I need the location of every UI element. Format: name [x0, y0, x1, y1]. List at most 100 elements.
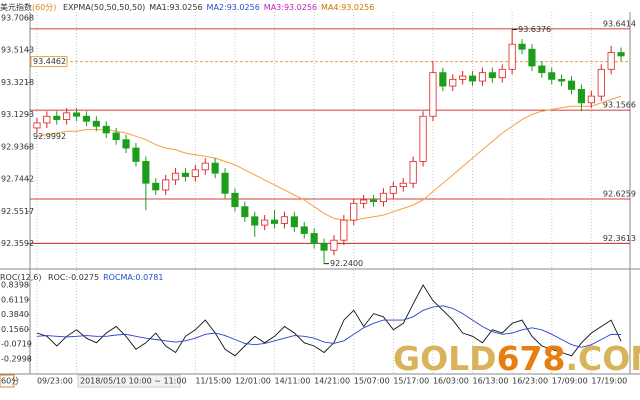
roc-line — [36, 284, 622, 357]
candle-body — [171, 172, 180, 181]
candle-body — [617, 52, 625, 57]
y-tick-label: 93.3218 — [1, 78, 34, 87]
x-tick-label: 16/13:00 — [473, 377, 509, 386]
candle-body — [508, 43, 516, 70]
candle-body — [112, 132, 120, 141]
candle-body — [270, 219, 279, 224]
candle-body — [251, 216, 259, 226]
y-tick-label: 0.3840 — [1, 310, 29, 319]
candle-body — [449, 78, 457, 87]
chart-header: 美元指数(60分) EXPMA(50,50,50,50) MA1:93.0256 M… — [0, 2, 374, 12]
candle-body — [548, 72, 556, 80]
candle-body — [63, 112, 71, 120]
candle-body — [459, 75, 467, 80]
low-annotation: 92.2400 — [330, 259, 363, 268]
candle-body — [300, 226, 308, 234]
candle-body — [330, 239, 338, 251]
candle-body — [231, 192, 239, 208]
roc-title: ROC(12,6) — [0, 273, 42, 282]
period-tag: 60分 — [1, 377, 19, 386]
candle-body — [399, 182, 407, 187]
roc-line — [36, 305, 622, 348]
watermark-part: .COM — [565, 339, 640, 378]
candle-body — [587, 95, 595, 104]
candle-body — [162, 179, 170, 191]
y-tick-label: 92.5517 — [1, 207, 34, 216]
current-price-box — [30, 56, 68, 68]
indicator: EXPMA(50,50,50,50) — [63, 3, 145, 12]
candle-body — [389, 186, 397, 194]
candle-body — [538, 65, 546, 74]
candle-body — [43, 115, 51, 124]
candle-body — [280, 216, 289, 224]
level-label: 93.1566 — [603, 101, 636, 110]
roc-readout: ROC:-0.0275 — [48, 273, 99, 282]
watermark: GOLD678.COM — [393, 339, 640, 378]
candle-body — [528, 48, 536, 67]
candle-body — [152, 182, 160, 191]
candle-body — [122, 139, 130, 149]
period: (60分) — [32, 3, 56, 12]
level-label: 93.6414 — [603, 19, 636, 28]
candle-body — [478, 72, 487, 82]
ema-start-label: 92.9992 — [33, 132, 66, 141]
candle-body — [241, 206, 249, 218]
y-tick-label: 0.6119 — [1, 295, 29, 304]
watermark-text: GOLD678.COM — [393, 339, 640, 378]
candle-body — [102, 125, 110, 134]
indicator: MA3:93.0256 — [264, 3, 317, 12]
candle-body — [310, 233, 318, 244]
indicator: MA4:93.0256 — [321, 3, 374, 12]
candle-body — [142, 161, 150, 184]
candle-body — [350, 202, 358, 221]
x-tick-label: 11/15:00 — [195, 377, 231, 386]
candle-body — [429, 72, 437, 117]
x-tick-label: 17/19:00 — [591, 377, 627, 386]
indicator: MA2:93.0256 — [207, 3, 260, 12]
candle-body — [132, 147, 140, 162]
candle-body — [498, 68, 506, 79]
candle-body — [221, 172, 229, 194]
watermark-part: 678 — [497, 339, 566, 378]
x-tick-label: 14/21:00 — [314, 377, 350, 386]
y-tick-label: -0.0719 — [1, 340, 32, 349]
candle-body — [211, 162, 219, 174]
candle-body — [72, 112, 81, 117]
candle-body — [567, 80, 576, 90]
candle-body — [607, 52, 615, 70]
indicator: MA1:93.0256 — [149, 3, 202, 12]
x-tick-label: 17/09:00 — [552, 377, 588, 386]
y-tick-label: 92.7442 — [1, 175, 34, 184]
ema-line — [36, 95, 622, 221]
candle-body — [439, 72, 447, 87]
x-tick-label: 15/07:00 — [354, 377, 390, 386]
candle-body — [518, 43, 526, 50]
candle-body — [191, 169, 199, 177]
cursor-box — [77, 374, 181, 388]
x-tick-label: 16/23:00 — [512, 377, 548, 386]
candle-body — [181, 172, 190, 177]
x-tick-label: 14/11:00 — [275, 377, 311, 386]
candle-body — [488, 72, 496, 79]
high-annotation: 93.6376 — [518, 25, 551, 34]
candle-body — [290, 216, 298, 228]
candle-body — [92, 120, 100, 127]
y-tick-label: 0.8398 — [1, 281, 29, 290]
current-price-label: 93.4462 — [33, 57, 66, 66]
x-tick-label: 12/01:00 — [235, 377, 271, 386]
candle-body — [577, 89, 586, 104]
candle-body — [379, 192, 388, 203]
x-tick-label: 16/03:00 — [433, 377, 469, 386]
candle-body — [320, 243, 328, 251]
candle-body — [360, 199, 368, 204]
candle-body — [468, 75, 477, 82]
y-tick-label: 92.3592 — [1, 239, 34, 248]
candle-body — [53, 115, 61, 120]
candle-body — [558, 78, 566, 82]
y-tick-label: 93.7068 — [1, 13, 34, 22]
chart-title: 美元指数 — [0, 2, 32, 12]
level-label: 92.3613 — [603, 234, 636, 243]
candle-body — [597, 68, 605, 97]
